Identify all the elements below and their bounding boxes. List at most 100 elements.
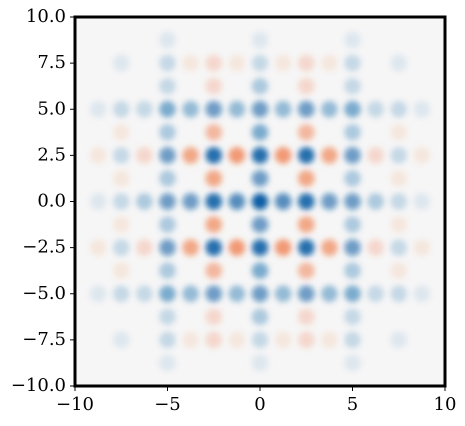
heat-blob — [205, 355, 222, 372]
heat-blob — [251, 31, 269, 49]
heat-blob — [112, 216, 130, 233]
heat-blob — [90, 78, 107, 95]
heat-blob — [159, 31, 176, 49]
heat-blob — [367, 285, 384, 303]
heat-blob — [344, 100, 361, 118]
heat-blob — [251, 123, 269, 141]
heat-blob — [367, 147, 384, 164]
heat-blob — [251, 308, 269, 326]
heat-blob — [205, 331, 223, 349]
heat-blob — [321, 124, 338, 141]
heat-blob — [367, 55, 384, 72]
x-tick-label: 10 — [434, 394, 457, 415]
heat-blob — [136, 285, 153, 303]
heat-blob — [251, 331, 269, 349]
heat-blob — [414, 124, 431, 141]
heat-blob — [205, 285, 223, 303]
heat-blob — [390, 308, 407, 325]
heat-blob — [229, 124, 246, 141]
heat-blob — [414, 262, 431, 279]
heat-blob — [182, 262, 199, 279]
heat-blob — [344, 31, 361, 49]
heat-blob — [182, 54, 199, 72]
heat-blob — [205, 262, 223, 280]
heat-blob — [90, 32, 107, 49]
heat-blob — [344, 193, 361, 210]
heat-blob — [367, 78, 384, 95]
heat-blob — [414, 32, 431, 49]
heat-blob — [136, 55, 153, 72]
heat-blob — [205, 77, 223, 95]
heat-blob — [274, 100, 292, 118]
heat-blob — [275, 78, 292, 95]
heat-blob — [297, 331, 315, 349]
heat-blob — [112, 193, 130, 210]
heat-blob — [136, 78, 153, 95]
heat-blob — [413, 100, 431, 118]
heat-blob — [90, 355, 107, 372]
heat-blob — [297, 216, 315, 233]
heat-blob — [136, 262, 153, 279]
heat-blob — [321, 54, 338, 72]
y-tick-label: −7.5 — [22, 329, 66, 350]
heat-blob — [251, 285, 269, 303]
heat-blob — [136, 100, 153, 118]
heat-blob — [136, 308, 153, 325]
heat-blob — [112, 170, 130, 187]
heat-blob — [367, 170, 384, 187]
heat-blob — [297, 54, 315, 72]
heat-blob — [321, 147, 338, 164]
heat-blob — [367, 239, 384, 256]
heat-blob — [113, 32, 130, 49]
heat-blob — [344, 285, 361, 303]
heat-blob — [251, 147, 269, 164]
heat-blob — [390, 123, 408, 141]
heat-blob — [136, 216, 153, 233]
heat-blob — [229, 170, 246, 187]
heat-blob — [89, 239, 107, 256]
heat-blob — [344, 170, 361, 187]
heat-blob — [297, 285, 315, 303]
heat-blob — [136, 124, 153, 141]
heat-blob — [344, 54, 361, 72]
heat-blob — [390, 100, 408, 118]
y-tick-label: −2.5 — [22, 237, 66, 258]
x-tick-label: −10 — [56, 394, 94, 415]
heat-blob — [251, 170, 269, 187]
heat-blob — [251, 354, 269, 372]
heat-blob — [414, 216, 431, 233]
heat-blob — [113, 78, 130, 95]
heat-blob — [390, 285, 408, 303]
heat-blob — [344, 77, 361, 95]
heat-blob — [159, 54, 176, 72]
heat-blob — [298, 355, 315, 372]
heat-blob — [367, 124, 384, 141]
heat-blob — [297, 308, 315, 326]
heat-blob — [182, 193, 199, 210]
heat-blob — [344, 216, 361, 233]
heat-blob — [136, 332, 153, 349]
heat-blob — [228, 285, 246, 303]
y-tick-label: 10.0 — [26, 6, 66, 27]
heat-blob — [159, 239, 176, 256]
heat-blob — [229, 78, 246, 95]
heat-blob — [89, 100, 107, 118]
heat-blob — [182, 32, 199, 49]
y-tick-label: 5.0 — [37, 98, 66, 119]
heat-blob — [298, 32, 315, 49]
heat-blob — [297, 77, 315, 95]
heat-blob — [182, 170, 199, 187]
heat-blob — [390, 170, 408, 187]
heat-blob — [414, 332, 431, 349]
heat-blob — [90, 170, 107, 187]
heat-blob — [390, 331, 408, 349]
heat-blob — [321, 308, 338, 325]
heat-blob — [367, 262, 384, 279]
heat-blob — [344, 123, 361, 141]
y-tick-label: −10.0 — [11, 375, 66, 396]
heat-blob — [159, 147, 176, 164]
heat-blob — [275, 32, 292, 49]
heat-blob — [414, 355, 431, 372]
blobs — [89, 31, 431, 372]
heat-blob — [205, 100, 223, 118]
